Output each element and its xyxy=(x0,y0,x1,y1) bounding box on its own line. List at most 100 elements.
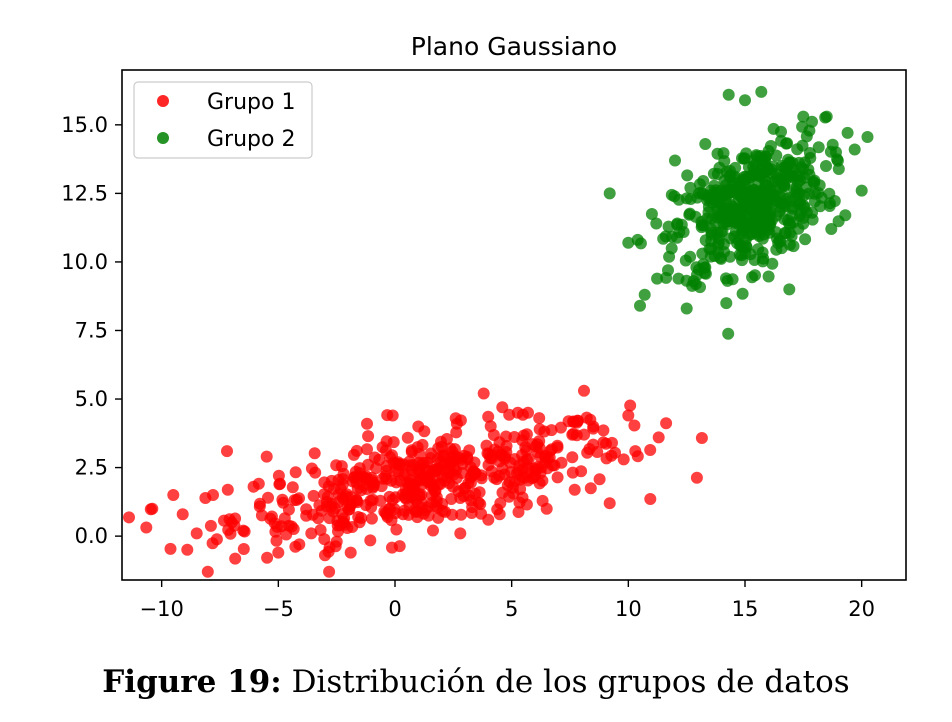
data-point-series-2 xyxy=(806,115,818,128)
data-point-series-2 xyxy=(720,272,732,285)
data-point-series-2 xyxy=(806,213,819,226)
data-point-series-2 xyxy=(760,179,773,192)
data-point-series-1 xyxy=(644,444,657,456)
data-point-series-1 xyxy=(315,504,328,517)
data-point-series-1 xyxy=(436,505,449,517)
data-point-series-2 xyxy=(736,152,748,165)
data-point-series-1 xyxy=(533,412,546,425)
data-point-series-1 xyxy=(237,524,250,537)
data-point-series-2 xyxy=(730,187,743,200)
data-point-series-2 xyxy=(645,208,658,220)
data-point-series-1 xyxy=(309,466,322,479)
plot-frame xyxy=(121,69,907,581)
data-point-series-1 xyxy=(237,543,250,555)
legend-marker xyxy=(157,95,169,107)
data-point-series-1 xyxy=(269,525,282,538)
data-point-series-2 xyxy=(736,287,749,300)
data-point-series-2 xyxy=(638,288,651,301)
data-point-series-1 xyxy=(491,503,504,516)
data-point-series-2 xyxy=(753,187,765,200)
data-point-series-2 xyxy=(696,247,709,260)
data-point-series-2 xyxy=(695,221,708,234)
data-point-series-2 xyxy=(781,137,794,150)
data-point-series-2 xyxy=(783,157,796,170)
y-axis: 0.0 2.5 5.0 7.5 10.0 12.5 15.0 xyxy=(61,113,122,548)
data-point-series-1 xyxy=(445,493,458,505)
legend-label: Grupo 1 xyxy=(207,90,295,115)
data-point-series-1 xyxy=(500,430,512,443)
data-point-series-2 xyxy=(765,163,778,176)
data-point-series-1 xyxy=(605,449,618,462)
data-point-series-1 xyxy=(373,453,386,466)
data-point-series-1 xyxy=(583,443,596,455)
data-point-series-2 xyxy=(729,203,742,216)
x-axis: −10 −5 0 5 10 15 20 xyxy=(140,580,875,621)
data-point-series-2 xyxy=(751,221,764,234)
data-point-series-2 xyxy=(848,143,861,156)
data-point-series-1 xyxy=(517,429,530,442)
data-point-series-2 xyxy=(672,193,685,206)
data-point-series-2 xyxy=(755,85,768,98)
x-tick-label: 0 xyxy=(388,597,401,621)
data-point-series-1 xyxy=(314,524,327,536)
data-point-series-1 xyxy=(318,533,331,546)
data-point-series-1 xyxy=(455,508,468,521)
data-point-series-2 xyxy=(855,184,868,197)
data-point-series-1 xyxy=(535,461,548,474)
data-point-series-1 xyxy=(389,491,402,504)
data-point-series-1 xyxy=(221,445,233,458)
data-point-series-1 xyxy=(347,448,360,461)
data-point-series-2 xyxy=(672,272,685,285)
data-point-series-1 xyxy=(280,528,293,541)
data-point-series-1 xyxy=(482,447,495,460)
data-point-series-1 xyxy=(380,435,393,448)
data-point-series-2 xyxy=(739,173,752,186)
data-point-series-1 xyxy=(181,543,194,556)
data-point-series-1 xyxy=(603,497,616,510)
data-point-series-2 xyxy=(711,168,724,180)
data-point-series-1 xyxy=(260,450,273,463)
data-point-series-2 xyxy=(711,238,724,251)
data-point-series-2 xyxy=(813,179,826,192)
data-point-series-1 xyxy=(206,537,219,550)
data-point-series-2 xyxy=(820,110,833,123)
data-point-series-1 xyxy=(482,513,495,526)
data-point-series-2 xyxy=(720,197,733,209)
data-point-series-1 xyxy=(445,456,458,469)
data-point-series-1 xyxy=(551,441,564,454)
data-point-series-1 xyxy=(575,465,588,478)
data-point-series-2 xyxy=(778,213,791,226)
data-point-series-1 xyxy=(495,448,508,461)
data-point-series-1 xyxy=(360,470,373,483)
data-point-series-1 xyxy=(146,502,159,515)
data-point-series-1 xyxy=(401,431,414,444)
data-point-series-1 xyxy=(293,538,306,551)
data-point-series-1 xyxy=(362,458,375,471)
data-point-series-2 xyxy=(717,147,730,160)
scatter-chart: Plano Gaussiano −10 −5 0 5 10 15 20 0.0 2.5 5.0 7… xyxy=(61,32,907,621)
data-point-series-1 xyxy=(164,542,177,555)
data-point-series-1 xyxy=(522,406,534,419)
data-point-series-1 xyxy=(276,493,289,506)
data-point-series-2 xyxy=(830,146,842,159)
data-point-series-1 xyxy=(261,551,274,564)
data-point-series-1 xyxy=(446,508,459,521)
data-point-series-2 xyxy=(735,249,748,262)
data-point-series-1 xyxy=(568,483,581,496)
data-point-series-1 xyxy=(167,489,180,501)
data-point-series-1 xyxy=(389,465,402,477)
data-point-series-2 xyxy=(775,125,787,138)
data-point-series-1 xyxy=(337,467,350,480)
data-point-series-1 xyxy=(624,399,637,412)
data-point-series-1 xyxy=(554,421,567,434)
x-tick-label: 5 xyxy=(505,597,518,621)
data-point-series-2 xyxy=(841,126,854,139)
data-point-series-1 xyxy=(337,516,350,529)
figure-caption: Figure 19: Distribución de los grupos de… xyxy=(0,664,952,700)
data-point-series-1 xyxy=(351,496,364,509)
legend-marker xyxy=(157,132,169,144)
y-tick-label: 12.5 xyxy=(61,181,108,205)
data-point-series-2 xyxy=(762,270,775,283)
data-point-series-2 xyxy=(796,120,809,133)
legend: Grupo 1 Grupo 2 xyxy=(133,81,313,159)
